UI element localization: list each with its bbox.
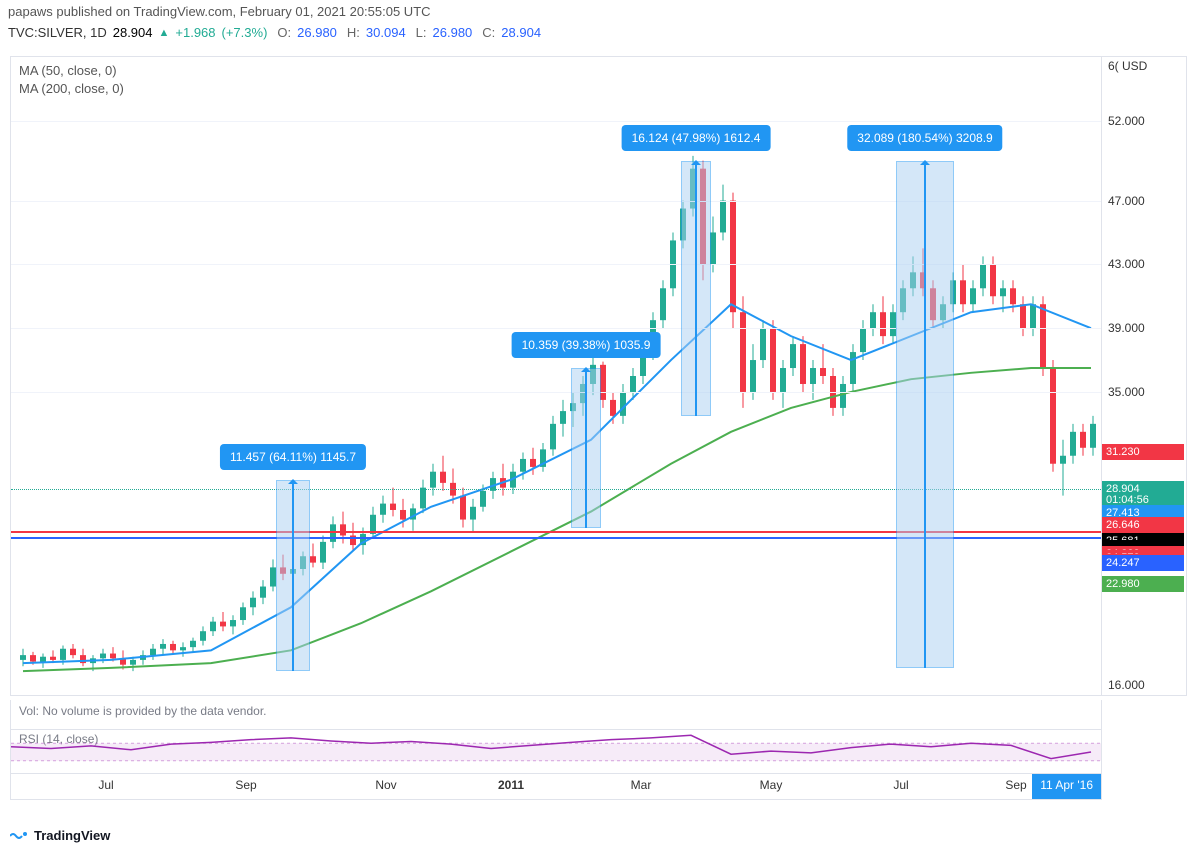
y-tick: 52.000	[1108, 114, 1145, 128]
x-tick: May	[760, 778, 783, 792]
x-tick: Sep	[235, 778, 256, 792]
ohlc-o: 26.980	[297, 25, 337, 40]
x-tick: 2011	[498, 778, 524, 792]
footer: TradingView	[10, 828, 110, 843]
ticker-change: +1.968	[175, 25, 215, 40]
chart-container[interactable]: MA (50, close, 0) MA (200, close, 0) 11.…	[10, 56, 1187, 696]
y-tick: 16.000	[1108, 678, 1145, 692]
ticker-change-pct: (+7.3%)	[222, 25, 268, 40]
y-tick: 43.000	[1108, 257, 1145, 271]
rsi-svg	[11, 730, 1101, 773]
x-tick: Mar	[631, 778, 652, 792]
ticker-last: 28.904	[113, 25, 153, 40]
x-axis[interactable]: Jul Sep Nov 2011 Mar May Jul Sep 11 Apr '16	[10, 774, 1102, 800]
volume-panel: Vol: No volume is provided by the data v…	[10, 700, 1102, 730]
y-tick: 47.000	[1108, 194, 1145, 208]
ticker-row: TVC:SILVER, 1D 28.904 ▲ +1.968 (+7.3%) O…	[0, 23, 1197, 42]
y-axis[interactable]: 6( USD 52.000 47.000 43.000 39.000 35.000 16.…	[1101, 57, 1186, 695]
measurement-label[interactable]: 32.089 (180.54%) 3208.9	[847, 125, 1002, 151]
ohlc-c-label: C:	[482, 25, 495, 40]
ohlc-c: 28.904	[501, 25, 541, 40]
ohlc-o-label: O:	[277, 25, 291, 40]
x-current-label: 11 Apr '16	[1032, 774, 1101, 799]
price-label: 22.980	[1102, 576, 1184, 592]
measurement-label[interactable]: 11.457 (64.11%) 1145.7	[220, 444, 366, 470]
x-tick: Jul	[98, 778, 113, 792]
tradingview-logo-icon	[10, 829, 28, 843]
up-arrow-icon: ▲	[159, 27, 170, 39]
ohlc-l-label: L:	[416, 25, 427, 40]
x-tick: Nov	[375, 778, 396, 792]
measurement-label[interactable]: 16.124 (47.98%) 1612.4	[622, 125, 771, 151]
rsi-panel: RSI (14, close)	[10, 730, 1102, 774]
footer-brand: TradingView	[34, 828, 110, 843]
x-tick: Sep	[1005, 778, 1026, 792]
price-label: 31.230	[1102, 444, 1184, 460]
x-tick: Jul	[893, 778, 908, 792]
price-label: 26.646	[1102, 517, 1184, 533]
y-axis-unit: 6( USD	[1108, 59, 1147, 73]
chart-main[interactable]: MA (50, close, 0) MA (200, close, 0) 11.…	[11, 57, 1101, 695]
measurement-label[interactable]: 10.359 (39.38%) 1035.9	[512, 332, 661, 358]
publish-header: papaws published on TradingView.com, Feb…	[0, 0, 1197, 23]
price-label: 24.247	[1102, 555, 1184, 571]
ticker-symbol: TVC:SILVER, 1D	[8, 25, 107, 40]
y-tick: 39.000	[1108, 321, 1145, 335]
y-tick: 35.000	[1108, 385, 1145, 399]
ohlc-l: 26.980	[433, 25, 473, 40]
ohlc-h: 30.094	[366, 25, 406, 40]
ohlc-h-label: H:	[347, 25, 360, 40]
